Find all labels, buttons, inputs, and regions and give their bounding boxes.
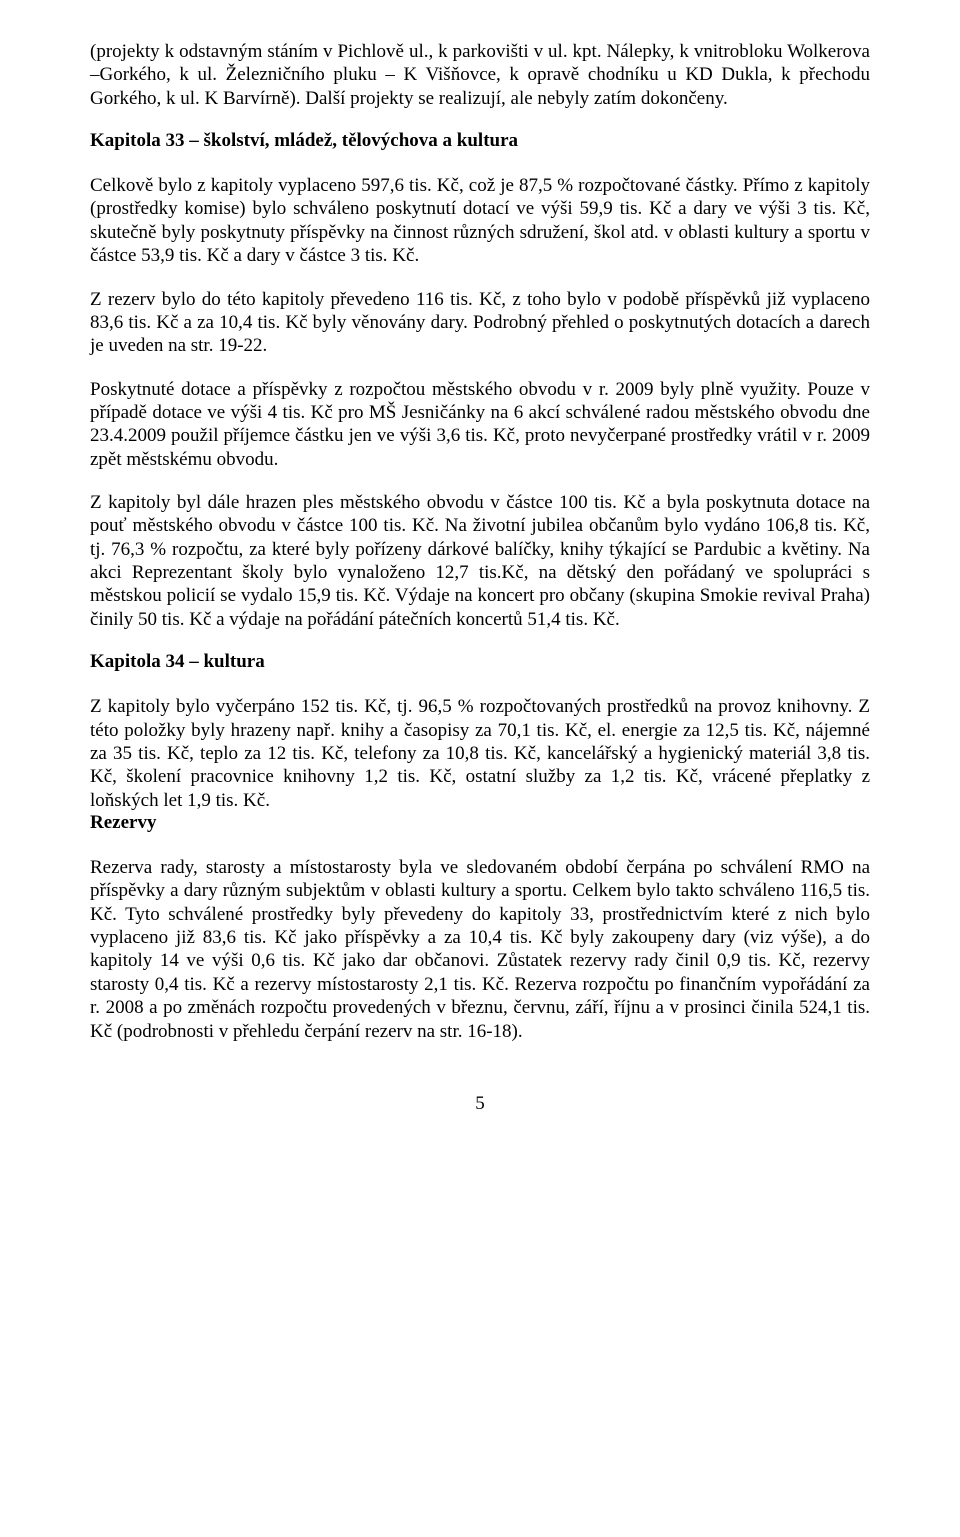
heading-kapitola-34: Kapitola 34 – kultura	[90, 651, 870, 673]
paragraph-intro: (projekty k odstavným stáním v Pichlově …	[90, 40, 870, 110]
paragraph-rezervy: Rezerva rady, starosty a místostarosty b…	[90, 856, 870, 1043]
paragraph-k33-2: Z rezerv bylo do této kapitoly převedeno…	[90, 288, 870, 358]
paragraph-k33-1: Celkově bylo z kapitoly vyplaceno 597,6 …	[90, 174, 870, 267]
paragraph-k33-3: Poskytnuté dotace a příspěvky z rozpočto…	[90, 378, 870, 471]
paragraph-k33-4: Z kapitoly byl dále hrazen ples městskéh…	[90, 491, 870, 631]
page-number: 5	[90, 1093, 870, 1115]
heading-kapitola-33: Kapitola 33 – školství, mládež, tělových…	[90, 130, 870, 152]
paragraph-k34-1: Z kapitoly bylo vyčerpáno 152 tis. Kč, t…	[90, 695, 870, 812]
heading-rezervy: Rezervy	[90, 812, 870, 834]
